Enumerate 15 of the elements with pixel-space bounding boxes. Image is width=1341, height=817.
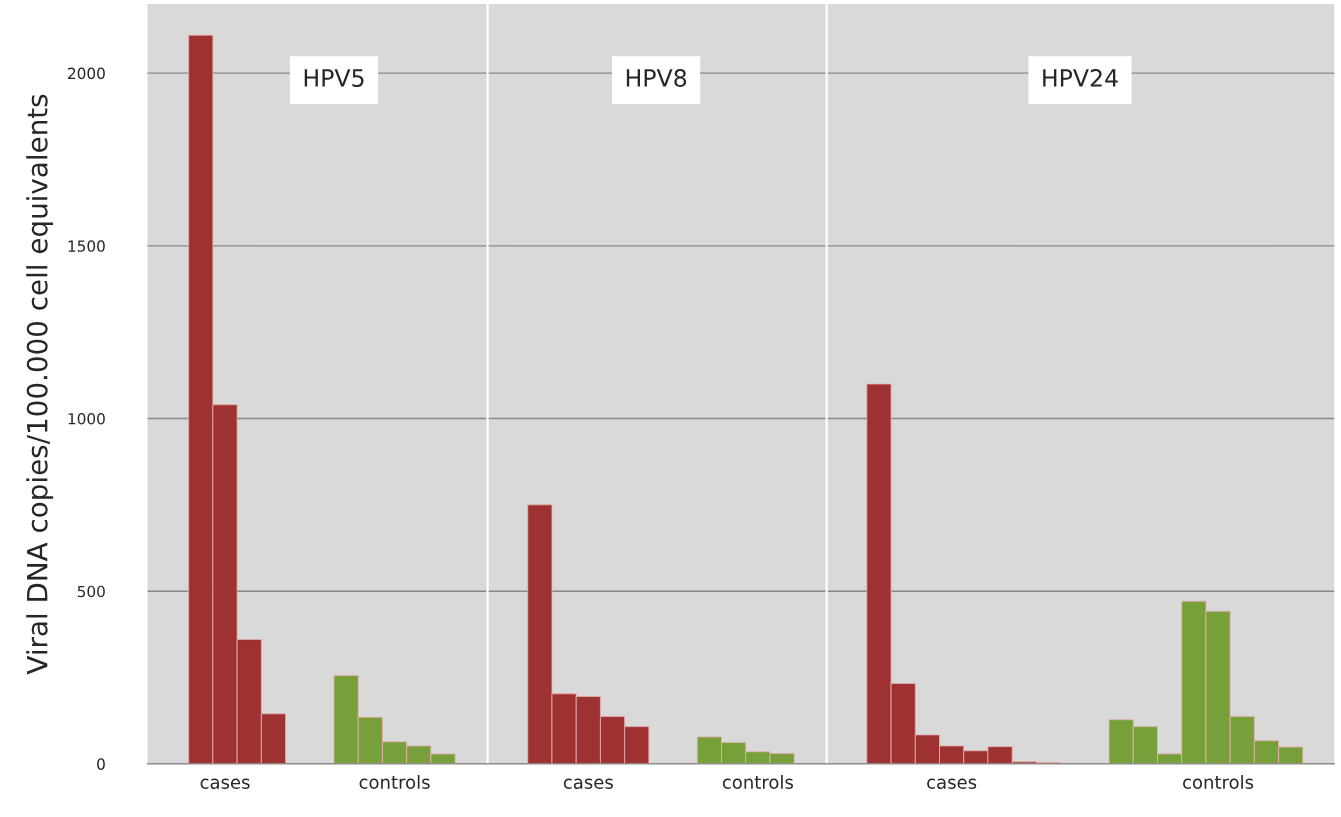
x-tick-label: cases (563, 778, 613, 789)
x-tick-label: cases (200, 778, 250, 789)
x-tick-label: controls (359, 775, 430, 789)
y-tick-label: 1000 (68, 412, 105, 425)
y-tick-label: 0 (97, 758, 105, 770)
y-tick-label: 500 (77, 585, 105, 598)
text: HPV8 (626, 69, 687, 87)
y-tick-label: 1500 (68, 240, 105, 252)
y-tick-label: 2000 (68, 67, 105, 80)
x-tick-label: controls (722, 775, 793, 789)
x-tick-label: controls (1183, 775, 1254, 789)
text: HPV24 (1043, 69, 1118, 87)
y-axis-title: Viral DNA copies/100.000 cell equivalents (26, 94, 54, 675)
text: HPV5 (304, 69, 364, 87)
x-tick-label: cases (927, 778, 977, 789)
